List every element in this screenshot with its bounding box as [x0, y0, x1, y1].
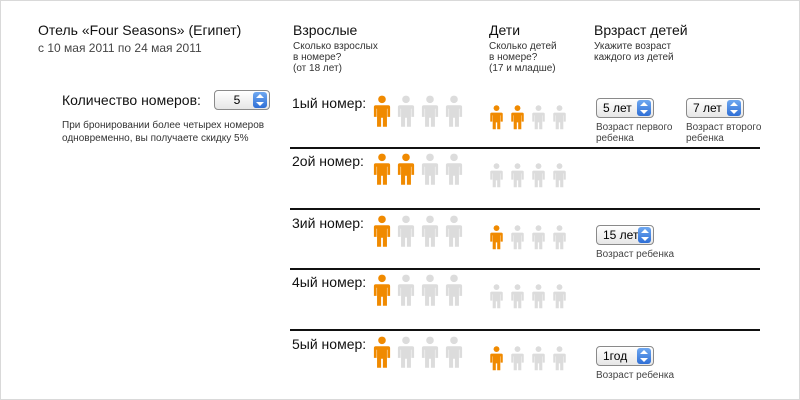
updown-arrow-icon — [727, 100, 741, 116]
children-column-title: Дети — [489, 22, 521, 38]
hotel-title: Отель «Four Seasons» (Египет) — [38, 22, 242, 38]
child-age-select[interactable]: 5 лет — [596, 98, 654, 118]
adult-person-icon[interactable] — [397, 274, 415, 307]
discount-note: При бронировании более четырех номеров о… — [62, 120, 265, 144]
adult-person-icon-selected[interactable] — [373, 215, 391, 248]
child-person-icon[interactable] — [510, 225, 525, 250]
child-person-icon-selected[interactable] — [489, 105, 504, 130]
child-age-value: 7 лет — [693, 101, 722, 115]
row-separator — [290, 329, 760, 331]
child-age-hint: Возраст второго ребенка — [686, 122, 761, 144]
adult-person-icon[interactable] — [421, 153, 439, 186]
rooms-count-label: Количество номеров: — [62, 92, 201, 108]
child-age-select[interactable]: 7 лет — [686, 98, 744, 118]
child-person-icon[interactable] — [552, 346, 567, 371]
adults-subtitle-line: Сколько взрослых — [293, 41, 378, 52]
child-age-hint-line: ребенка — [686, 133, 724, 144]
child-person-icon[interactable] — [531, 346, 546, 371]
updown-arrow-icon — [637, 348, 651, 364]
children-subtitle-line: Сколько детей — [489, 41, 557, 52]
child-age-hint-line: ребенка — [596, 133, 634, 144]
child-person-icon[interactable] — [552, 163, 567, 188]
child-person-icon-selected[interactable] — [489, 346, 504, 371]
child-age-hint: Возраст ребенка — [596, 370, 674, 381]
row-separator — [290, 147, 760, 149]
room-label: 1ый номер: — [292, 95, 367, 111]
adult-person-icon-selected[interactable] — [373, 95, 391, 128]
child-age-value: 1год — [603, 349, 628, 363]
child-person-icon[interactable] — [531, 105, 546, 130]
adults-column-subtitle: Сколько взрослых в номере? (от 18 лет) — [293, 41, 378, 74]
adult-person-icon[interactable] — [421, 215, 439, 248]
child-person-icon[interactable] — [510, 284, 525, 309]
adult-person-icon[interactable] — [445, 153, 463, 186]
adult-person-icon-selected[interactable] — [373, 274, 391, 307]
child-age-hint-line: Возраст ребенка — [596, 370, 675, 381]
child-person-icon-selected[interactable] — [489, 225, 504, 250]
room-label: 4ый номер: — [292, 274, 367, 290]
rooms-count-value: 5 — [233, 93, 241, 107]
child-person-icon[interactable] — [489, 284, 504, 309]
adult-person-icon[interactable] — [445, 215, 463, 248]
adults-subtitle-line: (от 18 лет) — [293, 63, 342, 74]
child-person-icon[interactable] — [552, 225, 567, 250]
child-ages-subtitle-line: каждого из детей — [594, 52, 674, 63]
adult-person-icon[interactable] — [445, 274, 463, 307]
child-person-icon[interactable] — [531, 284, 546, 309]
adults-column-title: Взрослые — [293, 22, 358, 38]
adult-person-icon[interactable] — [421, 336, 439, 369]
updown-arrow-icon — [253, 92, 267, 108]
adults-subtitle-line: в номере? — [293, 52, 342, 63]
adult-person-icon-selected[interactable] — [373, 336, 391, 369]
child-age-value: 15 лет — [603, 228, 639, 242]
adult-person-icon[interactable] — [397, 336, 415, 369]
adult-person-icon[interactable] — [397, 215, 415, 248]
room-label: 2ой номер: — [292, 153, 364, 169]
child-person-icon[interactable] — [510, 346, 525, 371]
adult-person-icon-selected[interactable] — [373, 153, 391, 186]
adult-person-icon[interactable] — [445, 95, 463, 128]
child-age-hint: Возраст первого ребенка — [596, 122, 672, 144]
adult-person-icon-selected[interactable] — [397, 153, 415, 186]
children-subtitle-line: в номере? — [489, 52, 538, 63]
row-separator — [290, 268, 760, 270]
child-ages-column-title: Врзраст детей — [594, 22, 688, 38]
child-person-icon[interactable] — [489, 163, 504, 188]
child-person-icon[interactable] — [510, 163, 525, 188]
adult-person-icon[interactable] — [397, 95, 415, 128]
child-person-icon[interactable] — [531, 225, 546, 250]
child-person-icon[interactable] — [531, 163, 546, 188]
row-separator — [290, 208, 760, 210]
hotel-dates: с 10 мая 2011 по 24 мая 2011 — [38, 41, 202, 55]
room-label: 3ий номер: — [292, 215, 364, 231]
adult-person-icon[interactable] — [421, 95, 439, 128]
rooms-count-select[interactable]: 5 — [214, 90, 270, 110]
adult-person-icon[interactable] — [421, 274, 439, 307]
child-age-hint-line: Возраст первого — [596, 122, 673, 133]
child-age-hint: Возраст ребенка — [596, 249, 674, 260]
children-column-subtitle: Сколько детей в номере? (17 и младше) — [489, 41, 557, 74]
child-person-icon[interactable] — [552, 105, 567, 130]
child-age-select[interactable]: 1год — [596, 346, 654, 366]
child-person-icon[interactable] — [552, 284, 567, 309]
adult-person-icon[interactable] — [445, 336, 463, 369]
updown-arrow-icon — [637, 100, 651, 116]
child-ages-column-subtitle: Укажите возраст каждого из детей — [594, 41, 674, 63]
child-age-select[interactable]: 15 лет — [596, 225, 654, 245]
updown-arrow-icon — [638, 227, 651, 243]
child-person-icon-selected[interactable] — [510, 105, 525, 130]
child-age-hint-line: Возраст второго — [686, 122, 762, 133]
child-ages-subtitle-line: Укажите возраст — [594, 41, 672, 52]
children-subtitle-line: (17 и младше) — [489, 63, 556, 74]
child-age-value: 5 лет — [603, 101, 632, 115]
child-age-hint-line: Возраст ребенка — [596, 249, 675, 260]
room-label: 5ый номер: — [292, 336, 367, 352]
